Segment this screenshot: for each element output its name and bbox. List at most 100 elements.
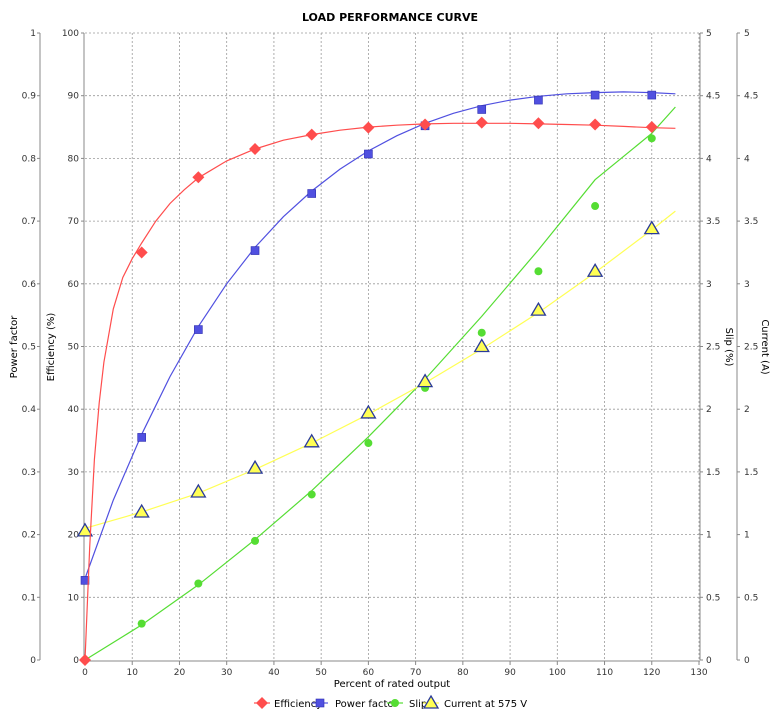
data-point-power-factor [477,105,487,114]
y-tick-label-power-factor: 0.8 [22,154,37,164]
data-point-efficiency [532,117,545,130]
y-tick-label-efficiency: 100 [62,29,79,39]
data-point-slip [194,579,203,588]
data-point-current-at-575-v [303,433,320,448]
data-point-efficiency [645,121,658,134]
series-slip [81,106,676,664]
y-tick-label-current: 0 [744,656,750,666]
y-tick-label-slip: 3.5 [706,217,720,227]
legend-marker-efficiency [256,697,268,709]
x-tick-label: 100 [549,668,566,678]
y-tick-label-current: 5 [744,29,750,39]
y-tick-label-power-factor: 0.2 [22,531,36,541]
data-point-efficiency [192,171,205,184]
data-point-efficiency [249,142,262,155]
data-point-current-at-575-v [76,522,94,537]
y-tick-label-slip: 2.5 [706,343,720,353]
x-axis-label: Percent of rated output [334,679,451,690]
series-line-slip [84,106,676,661]
y-tick-label-power-factor: 0.9 [22,92,37,102]
y-tick-label-efficiency: 10 [68,593,80,603]
x-tick-label: 50 [315,668,327,678]
data-point-current-at-575-v [360,404,377,419]
series-line-current-at-575-v [84,210,676,529]
legend-item-current-at-575-v: Current at 575 V [422,694,527,710]
chart-title: LOAD PERFORMANCE CURVE [302,11,478,24]
data-point-power-factor [534,95,543,105]
data-point-power-factor [307,189,317,198]
y-axis-label-power-factor: Power factor [9,315,20,379]
y-tick-label-slip: 3 [706,280,712,290]
data-point-efficiency [475,116,488,129]
y-tick-label-efficiency: 80 [68,154,80,164]
data-point-slip [591,202,600,211]
grid-lines [85,32,700,660]
legend-label: Efficiency [274,699,322,710]
y-tick-label-slip: 0 [706,656,712,666]
y-tick-label-current: 4.5 [744,92,758,102]
y-tick-label-current: 2 [744,405,750,415]
y-tick-label-efficiency: 30 [68,468,80,478]
data-point-current-at-575-v [416,373,434,388]
y-tick-label-current: 3.5 [744,217,758,227]
y-axis-label-current: Current (A) [759,319,770,374]
data-point-current-at-575-v [643,220,660,235]
data-point-current-at-575-v [530,301,547,316]
y-tick-label-power-factor: 0 [30,656,36,666]
legend-label: Current at 575 V [444,699,527,710]
data-point-slip [534,267,543,276]
series-efficiency [79,116,676,666]
data-point-current-at-575-v [246,459,264,474]
series-line-power-factor [84,91,676,579]
data-point-efficiency [305,128,318,141]
data-point-current-at-575-v [190,483,207,498]
legend-item-power-factor: Power factor [312,698,399,710]
y-axis-label-slip: Slip (%) [723,328,734,367]
x-tick-label: 30 [221,668,233,678]
x-tick-label: 20 [174,668,186,678]
x-tick-label: 110 [596,668,613,678]
y-tick-label-efficiency: 70 [68,217,80,227]
legend-item-slip: Slip [387,699,427,710]
x-tick-label: 60 [363,668,375,678]
y-tick-label-slip: 2 [706,405,712,415]
legend-label: Slip [409,699,427,710]
legend-marker-current-at-575-v [422,694,440,709]
data-point-efficiency [135,246,148,259]
data-point-power-factor [250,246,260,255]
y-tick-label-power-factor: 0.5 [22,343,36,353]
y-tick-label-power-factor: 0.3 [22,468,36,478]
y-tick-label-current: 4 [744,154,750,164]
data-point-efficiency [589,118,602,131]
y-tick-label-current: 0.5 [744,593,758,603]
y-tick-label-current: 3 [744,280,750,290]
series-current-at-575-v [76,210,676,537]
y-tick-label-power-factor: 0.7 [22,217,36,227]
legend: Efficiency Power factor Slip Current at 575… [254,694,527,710]
y-tick-label-current: 1.5 [744,468,758,478]
y-tick-label-power-factor: 1 [30,29,36,39]
data-point-slip [647,134,656,143]
y-tick-label-current: 2.5 [744,343,758,353]
y-tick-label-slip: 0.5 [706,593,720,603]
data-point-efficiency [79,654,91,666]
y-tick-label-slip: 4 [706,154,712,164]
y-tick-label-slip: 1.5 [706,468,720,478]
data-point-current-at-575-v [473,338,490,353]
legend-marker-power-factor [315,698,325,708]
data-point-power-factor [137,433,146,442]
x-tick-label: 80 [457,668,469,678]
tick-labels: 00.10.20.30.40.50.60.70.80.9101020304050… [22,29,759,678]
data-point-slip [307,490,316,499]
data-point-current-at-575-v [133,503,150,518]
data-point-slip [251,536,260,545]
y-tick-label-efficiency: 60 [68,280,80,290]
data-point-power-factor [80,576,90,585]
y-tick-label-slip: 4.5 [706,92,720,102]
y-tick-label-efficiency: 90 [68,92,80,102]
legend-item-efficiency: Efficiency [254,697,322,710]
y-tick-label-efficiency: 40 [68,405,80,415]
y-tick-label-power-factor: 0.4 [22,405,37,415]
x-tick-label: 120 [643,668,660,678]
